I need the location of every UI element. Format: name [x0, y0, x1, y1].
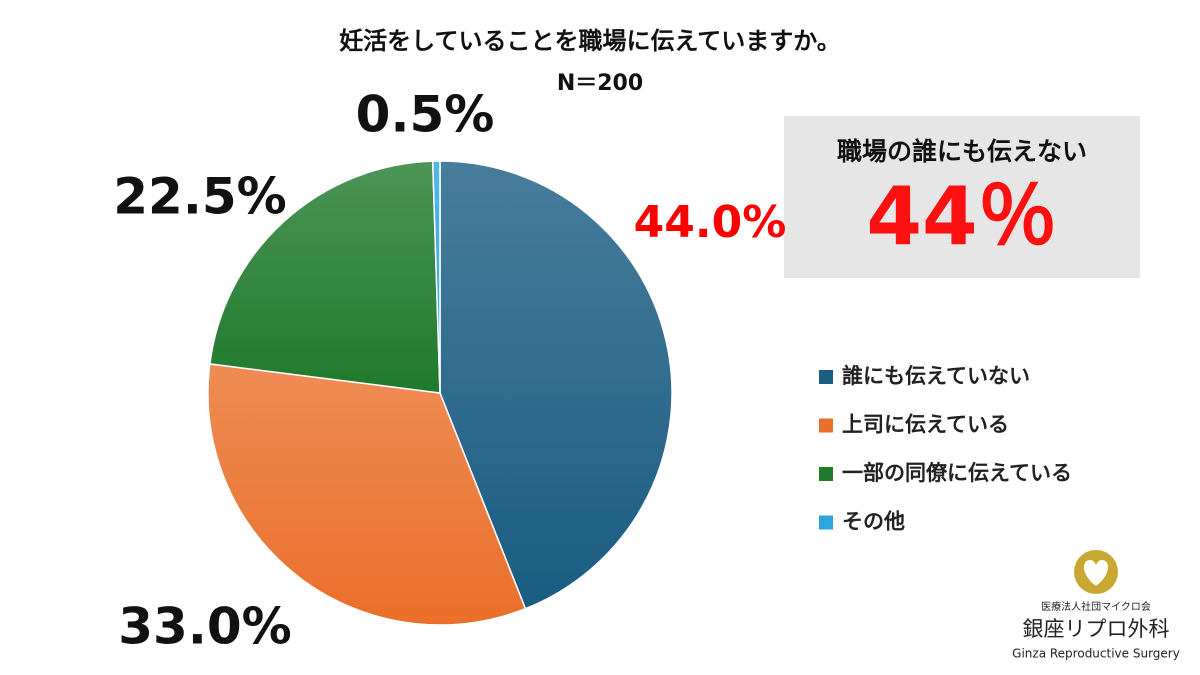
legend-swatch — [819, 515, 833, 530]
data-label: 0.5% — [356, 86, 495, 144]
logo-english: Ginza Reproductive Surgery — [1012, 647, 1180, 661]
data-label: 33.0% — [118, 598, 291, 656]
legend-swatch — [819, 467, 833, 481]
logo-heart — [1083, 560, 1109, 586]
pie-slice — [207, 363, 527, 626]
chart-subtitle: N＝200 — [557, 71, 643, 96]
pie-slice — [208, 160, 441, 394]
logo-name: 銀座リプロ外科 — [1023, 617, 1170, 641]
chart-title: 妊活をしていることを職場に伝えていますか。 — [339, 27, 841, 55]
logo-org: 医療法人社団マイクロ会 — [1041, 600, 1151, 613]
pie-slice — [439, 160, 673, 610]
annotation-box — [784, 116, 1140, 278]
annotation-value: 44％ — [866, 170, 1057, 263]
data-label: 22.5% — [113, 168, 286, 226]
legend-swatch — [819, 418, 833, 433]
legend-label: 誰にも伝えていない — [842, 364, 1030, 388]
annotation-heading: 職場の誰にも伝えない — [837, 137, 1087, 166]
legend-label: 一部の同僚に伝えている — [842, 461, 1072, 485]
data-label: 44.0% — [634, 197, 787, 248]
legend-swatch — [819, 370, 833, 384]
logo: 医療法人社団マイクロ会 銀座リプロ外科 Ginza Reproductive S… — [1012, 550, 1180, 661]
legend-label: 上司に伝えている — [842, 413, 1009, 437]
legend-label: その他 — [842, 510, 905, 534]
pie-slice — [431, 160, 441, 394]
